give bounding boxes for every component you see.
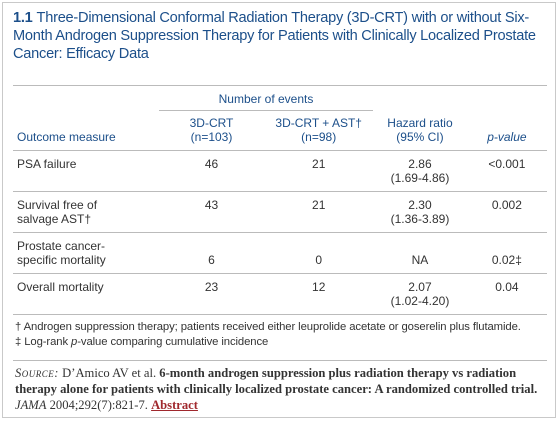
cell-line: Overall mortality <box>17 280 104 294</box>
table-row: Survival free of salvage AST† 43 21 2.30 (1.3… <box>13 191 547 233</box>
cell: 0.02‡ <box>466 232 547 274</box>
cell-line: 21 <box>312 198 326 212</box>
title-block: 1.1 Three-Dimensional Conformal Radiation… <box>13 9 548 63</box>
header-line: (n=98) <box>301 130 337 144</box>
cell: 23 <box>158 273 265 315</box>
cell: 2.07 (1.02-4.20) <box>373 273 467 315</box>
cell: NA <box>373 232 467 274</box>
row-label: Survival free of salvage AST† <box>13 191 159 233</box>
data-table: Number of events Outcome measure 3D-CRT (n=… <box>13 85 547 315</box>
cell-line: 0.002 <box>491 198 522 212</box>
table-body: PSA failure 46 21 2.86 (1.69-4.86) <0.001 Surv… <box>13 150 547 315</box>
cell-line: NA <box>411 253 429 267</box>
footnote-text: -value comparing cumulative incidence <box>77 336 269 348</box>
card: 1.1 Three-Dimensional Conformal Radiation… <box>2 2 556 418</box>
group-row: Number of events <box>13 85 547 111</box>
footnote-text: ‡ Log-rank <box>15 336 72 348</box>
cell-line: 2.07 <box>408 280 432 294</box>
column-header: Hazard ratio (95% CI) <box>373 110 467 151</box>
table-head: Number of events Outcome measure 3D-CRT (n=… <box>13 85 547 151</box>
cell: 2.30 (1.36-3.89) <box>373 191 467 233</box>
table-row: PSA failure 46 21 2.86 (1.69-4.86) <0.001 <box>13 150 547 192</box>
header-line: (95% CI) <box>396 130 444 144</box>
group-header: Number of events <box>158 85 374 111</box>
divider <box>13 360 547 361</box>
blank <box>466 85 547 111</box>
cell-line: (1.69-4.86) <box>390 171 450 185</box>
column-header: Outcome measure <box>13 110 159 151</box>
cell-line: 46 <box>204 157 219 171</box>
cell-line: (1.02-4.20) <box>390 294 450 308</box>
cell: 0.002 <box>466 191 547 233</box>
cell: 21 <box>264 150 374 192</box>
cell-line: salvage AST† <box>17 212 92 226</box>
row-label: Prostate cancer-specific mortality <box>13 232 159 274</box>
cell-line: 2.30 <box>408 198 432 212</box>
cell-line: 23 <box>204 280 219 294</box>
cell-line: specific mortality <box>17 253 106 267</box>
cell-line: PSA failure <box>17 157 77 171</box>
header-line: (n=103) <box>190 130 233 144</box>
cell-line: Survival free of <box>17 198 98 212</box>
cell-line: 6 <box>208 253 215 267</box>
header-line: 3D-CRT <box>189 116 234 130</box>
cell: 46 <box>158 150 265 192</box>
source-authors: D’Amico AV et al. <box>62 366 157 380</box>
cell-line: 12 <box>312 280 326 294</box>
figure-number: 1.1 <box>13 10 33 26</box>
row-label: Overall mortality <box>13 273 159 315</box>
cell: 2.86 (1.69-4.86) <box>373 150 467 192</box>
abstract-link[interactable]: Abstract <box>151 398 198 412</box>
table-row: Overall mortality 23 12 2.07 (1.02-4.20) 0.04 <box>13 273 547 315</box>
cell: 0 <box>264 232 374 274</box>
column-header: 3D-CRT + AST† (n=98) <box>264 110 374 151</box>
source: Source: D’Amico AV et al. 6-month androg… <box>15 365 545 413</box>
header-line: p-value <box>487 130 527 144</box>
row-label: PSA failure <box>13 150 159 192</box>
footnote: ‡ Log-rank p-value comparing cumulative … <box>15 335 550 350</box>
source-journal: JAMA <box>15 398 47 412</box>
footnotes: † Androgen suppression therapy; patients… <box>15 320 550 350</box>
cell: 21 <box>264 191 374 233</box>
header-line: Hazard ratio <box>387 116 453 130</box>
cell: 43 <box>158 191 265 233</box>
footnote: † Androgen suppression therapy; patients… <box>15 320 550 335</box>
cell-line: (1.36-3.89) <box>390 212 450 226</box>
cell: 6 <box>158 232 265 274</box>
cell-line: 21 <box>312 157 326 171</box>
column-header: p-value <box>466 110 547 151</box>
cell-line: 43 <box>204 198 219 212</box>
header-row: Outcome measure 3D-CRT (n=103) 3D-CRT + AST… <box>13 110 547 151</box>
cell-line: 0.04 <box>495 280 519 294</box>
footnote-text: † Androgen suppression therapy; patients… <box>15 321 521 333</box>
cell-line: 0 <box>315 253 323 267</box>
title: Three-Dimensional Conformal Radiation Th… <box>13 10 536 62</box>
source-title: 6-month androgen suppression plus radiat… <box>15 366 538 396</box>
source-label: Source: <box>15 366 59 380</box>
cell-line: <0.001 <box>488 157 526 171</box>
cell-line: 2.86 <box>408 157 432 171</box>
column-header: 3D-CRT (n=103) <box>158 110 265 151</box>
header-line: 3D-CRT + AST† <box>275 116 362 130</box>
source-citation: 2004;292(7):821-7. <box>49 398 148 412</box>
blank <box>373 85 467 111</box>
cell: <0.001 <box>466 150 547 192</box>
table-row: Prostate cancer-specific mortality 6 0 NA 0.… <box>13 232 547 274</box>
header-line: Outcome measure <box>17 130 116 144</box>
cell: 12 <box>264 273 374 315</box>
blank <box>13 85 159 111</box>
cell-line: 0.02‡ <box>491 253 522 267</box>
cell: 0.04 <box>466 273 547 315</box>
footnote-text: p <box>71 336 78 348</box>
cell-line: Prostate cancer- <box>17 239 106 253</box>
